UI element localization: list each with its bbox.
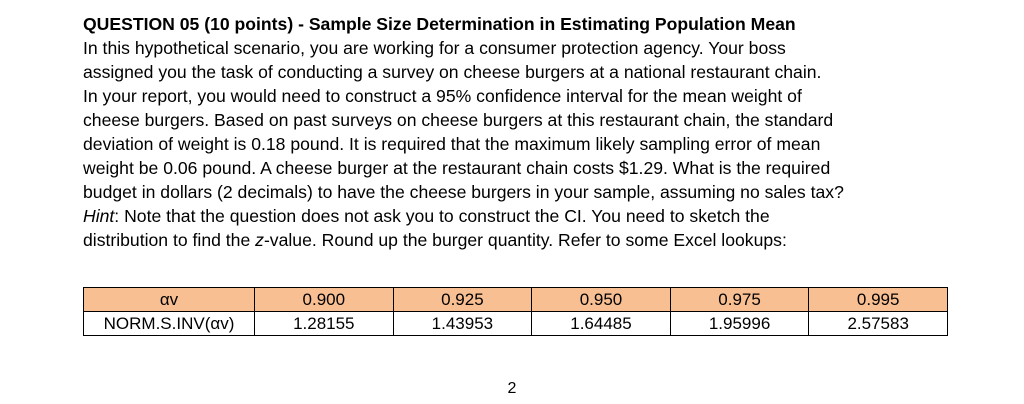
- table-cell: 1.64485: [531, 311, 671, 336]
- table-cell: 0.975: [669, 287, 810, 312]
- body-line: budget in dollars (2 decimals) to have t…: [83, 182, 844, 202]
- table-cell: 0.925: [392, 287, 533, 312]
- excel-lookup-table: αv 0.900 0.925 0.950 0.975 0.995 NORM.S.…: [83, 287, 948, 336]
- table-cell: 0.995: [808, 287, 948, 312]
- table-row: NORM.S.INV(αv) 1.28155 1.43953 1.64485 1…: [83, 311, 948, 336]
- page-number: 2: [507, 380, 517, 397]
- question-title: QUESTION 05 (10 points) - Sample Size De…: [83, 14, 796, 34]
- hint-line-2: distribution to find the z-value. Round …: [83, 230, 787, 250]
- table-cell: 0.900: [254, 287, 394, 312]
- hint-line-1: Hint: Note that the question does not as…: [83, 206, 770, 226]
- question-block: QUESTION 05 (10 points) - Sample Size De…: [83, 12, 963, 252]
- table-cell: 2.57583: [808, 311, 948, 336]
- table-cell: αv: [83, 287, 255, 312]
- body-line: assigned you the task of conducting a su…: [83, 62, 822, 82]
- table-cell: 1.28155: [254, 311, 394, 336]
- body-line: deviation of weight is 0.18 pound. It is…: [83, 134, 821, 154]
- table-cell: NORM.S.INV(αv): [83, 311, 255, 336]
- table-header-row: αv 0.900 0.925 0.950 0.975 0.995: [83, 287, 948, 312]
- body-line: cheese burgers. Based on past surveys on…: [83, 110, 834, 130]
- table-cell: 1.43953: [392, 311, 533, 336]
- table-cell: 1.95996: [669, 311, 810, 336]
- body-line: In this hypothetical scenario, you are w…: [83, 38, 786, 58]
- hint-label: Hint: [83, 206, 115, 226]
- body-line: weight be 0.06 pound. A cheese burger at…: [83, 158, 831, 178]
- body-line: In your report, you would need to constr…: [83, 86, 802, 106]
- table-cell: 0.950: [531, 287, 671, 312]
